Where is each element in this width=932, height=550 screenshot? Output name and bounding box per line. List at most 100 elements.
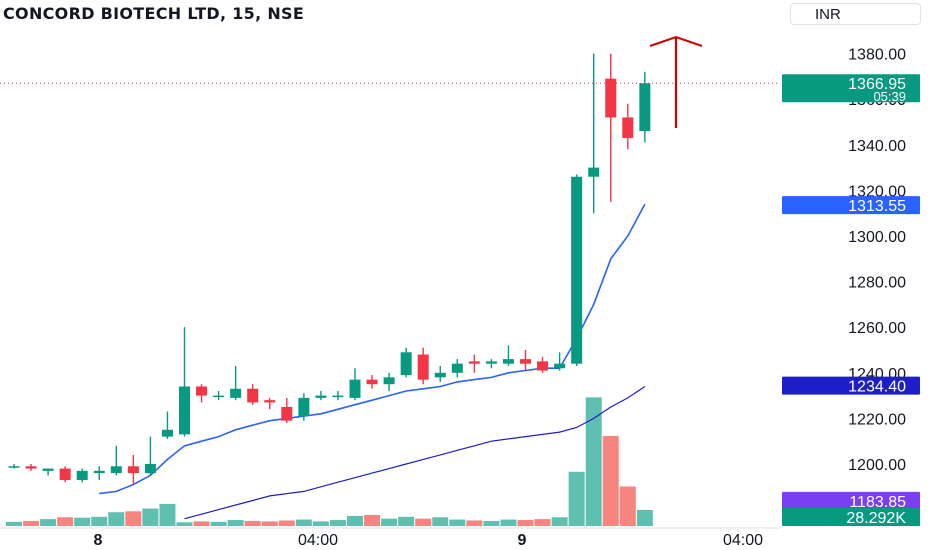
time-tick-label: 04:00 <box>723 532 763 549</box>
candle <box>264 397 276 410</box>
candle-body <box>400 352 412 376</box>
candle <box>127 454 139 485</box>
volume-bar <box>23 520 40 526</box>
candle-body <box>451 363 463 373</box>
candle <box>571 174 583 366</box>
candle <box>25 464 37 471</box>
candle-body <box>25 466 37 469</box>
price-axis: 1200.001220.001240.001260.001280.001300.… <box>782 47 920 527</box>
time-tick-label: 8 <box>94 532 103 549</box>
indicator-price-label: 1183.85 <box>782 491 920 511</box>
candle-body <box>571 176 583 364</box>
candle <box>605 53 617 202</box>
last-price-box <box>782 74 920 103</box>
volume-bar <box>636 509 653 526</box>
volume-bar <box>347 515 363 526</box>
chart-title: CONCORD BIOTECH LTD, 15, NSE <box>3 4 305 23</box>
volume-bar <box>193 521 210 526</box>
candle <box>588 53 600 214</box>
candle-body <box>161 429 173 437</box>
candle-body <box>247 388 259 403</box>
ma-slow-line <box>184 386 646 520</box>
candle-body <box>349 379 361 398</box>
price-tick-label: 1380.00 <box>848 47 906 64</box>
volume-bar <box>483 520 500 526</box>
volume-label-box <box>782 508 920 526</box>
candle-body <box>110 466 122 474</box>
volume-bar <box>466 520 483 526</box>
candle <box>144 436 156 476</box>
candle-body <box>417 354 429 380</box>
candle <box>383 372 395 392</box>
indicator-label-value: 1313.55 <box>848 198 906 215</box>
indicator-price-label: 1313.55 <box>782 196 920 215</box>
candle-body <box>230 388 242 398</box>
candle <box>622 103 634 150</box>
time-axis: 8 04:00 9 04:00 <box>0 527 780 549</box>
ma-fast-line <box>99 203 646 495</box>
candle <box>315 391 327 401</box>
volume-bar <box>40 519 57 526</box>
candle-body <box>554 363 566 369</box>
volume-bar <box>278 520 295 526</box>
arrow-head <box>649 35 703 47</box>
indicator-label-value: 1183.85 <box>849 494 906 511</box>
candle <box>468 354 480 373</box>
candle <box>8 464 20 469</box>
candle <box>485 359 497 369</box>
volume-bar <box>74 517 91 526</box>
price-tick-label: 1280.00 <box>848 275 906 292</box>
candle <box>537 356 549 373</box>
candle <box>554 352 566 371</box>
volume-bar <box>210 521 227 526</box>
volume-label: 28.292K <box>782 508 920 527</box>
currency-selector[interactable]: INR <box>790 3 921 25</box>
candle <box>349 368 361 401</box>
volume-bar <box>568 471 585 526</box>
candle-body <box>76 470 88 480</box>
candle-body <box>520 359 531 364</box>
volume-bar <box>432 517 449 526</box>
candle <box>298 393 310 421</box>
volume-bar <box>295 519 312 526</box>
volume-label-value: 28.292K <box>846 510 906 527</box>
volume-bar <box>6 521 22 526</box>
candle <box>366 375 378 389</box>
candle-body <box>332 395 344 398</box>
price-tick-label: 1260.00 <box>848 320 906 337</box>
candle <box>110 445 122 476</box>
price-tick-label: 1300.00 <box>848 229 906 246</box>
price-tick-label: 1200.00 <box>848 457 906 474</box>
candle <box>281 397 293 423</box>
up-arrow-annotation <box>649 35 703 128</box>
volume-bar <box>159 503 176 526</box>
indicator-label-box <box>782 491 920 510</box>
volume-bar <box>517 520 534 526</box>
candle-body <box>383 377 395 385</box>
volume-bar <box>91 516 108 526</box>
candle-body <box>605 78 617 118</box>
candle-body <box>127 466 139 474</box>
candle <box>161 411 173 439</box>
volume-bar <box>227 520 244 526</box>
volume-bar <box>398 516 415 526</box>
candle <box>93 466 105 480</box>
volume-bar <box>108 512 125 526</box>
candle <box>400 347 412 378</box>
candle <box>76 468 88 483</box>
candle <box>434 365 446 382</box>
candle <box>332 391 344 401</box>
volume-bar <box>142 508 159 526</box>
volume-bar <box>381 518 398 526</box>
candle <box>213 391 225 401</box>
volume-bar <box>415 518 432 526</box>
candlesticks <box>8 53 651 485</box>
candle-body <box>315 395 327 398</box>
candle <box>59 466 71 483</box>
volume-bar <box>500 519 517 526</box>
time-tick-label: 9 <box>518 532 527 549</box>
volume-bar <box>312 521 329 526</box>
last-price-value: 1366.95 <box>848 76 906 93</box>
bar-countdown: 05:39 <box>873 89 906 104</box>
